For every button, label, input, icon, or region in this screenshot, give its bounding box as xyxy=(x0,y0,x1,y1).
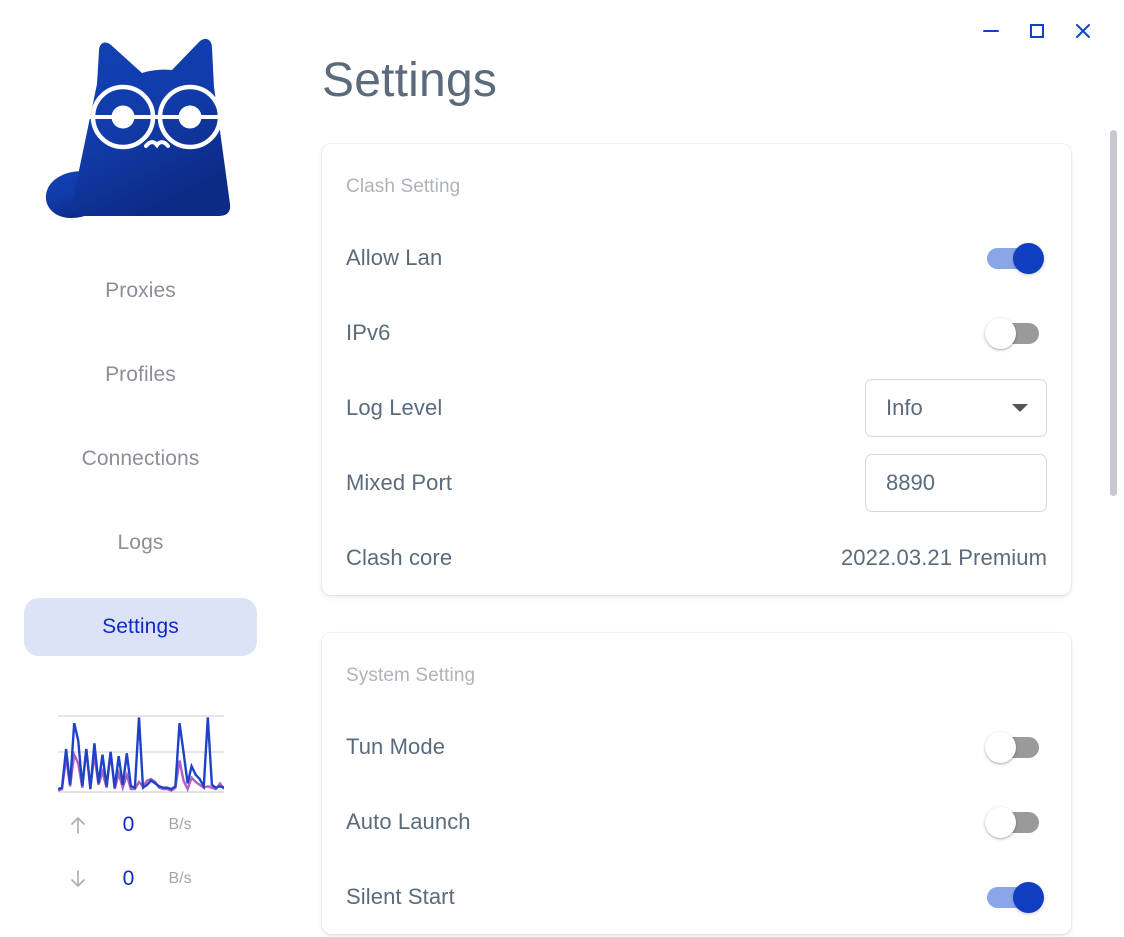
download-speed-unit: B/s xyxy=(168,870,192,887)
sidebar-item-label: Proxies xyxy=(105,279,176,302)
traffic-widget: 0 B/s 0 B/s xyxy=(57,702,225,906)
sidebar-item-profiles[interactable]: Profiles xyxy=(24,346,257,404)
settings-cards: Clash Setting Allow Lan IPv6 xyxy=(322,144,1071,935)
clash-core-version: 2022.03.21 Premium xyxy=(840,544,1047,570)
sidebar-item-proxies[interactable]: Proxies xyxy=(24,262,257,320)
sidebar-item-settings[interactable]: Settings xyxy=(24,598,257,656)
setting-row-silent-start: Silent Start xyxy=(346,859,1047,934)
log-level-selected-value: Info xyxy=(886,394,923,420)
upload-stat-row: 0 B/s xyxy=(57,798,225,852)
silent-start-toggle[interactable] xyxy=(985,878,1047,916)
sidebar-item-logs[interactable]: Logs xyxy=(24,514,257,572)
allow-lan-toggle[interactable] xyxy=(985,239,1047,277)
traffic-chart xyxy=(57,702,224,798)
setting-row-mixed-port: Mixed Port xyxy=(346,445,1047,520)
log-level-select[interactable]: Info xyxy=(865,378,1047,437)
minimize-icon[interactable] xyxy=(976,16,1006,46)
sidebar-item-label: Logs xyxy=(117,531,164,554)
tun-mode-toggle[interactable] xyxy=(985,728,1047,766)
setting-row-auto-launch: Auto Launch xyxy=(346,784,1047,859)
window-controls xyxy=(976,0,1124,46)
sidebar-item-connections[interactable]: Connections xyxy=(24,430,257,488)
setting-label: Tun Mode xyxy=(346,733,446,759)
sidebar-item-label: Connections xyxy=(81,447,200,470)
upload-speed-value: 0 xyxy=(122,813,135,836)
page-title: Settings xyxy=(322,54,498,107)
toggle-thumb xyxy=(985,806,1016,838)
main-content: Settings Clash Setting Allow Lan IPv6 xyxy=(281,0,1124,937)
sidebar-nav: Proxies Profiles Connections Logs Settin… xyxy=(0,262,281,656)
scrollbar[interactable] xyxy=(1110,0,1119,937)
close-icon[interactable] xyxy=(1068,16,1098,46)
setting-label: Mixed Port xyxy=(346,469,453,495)
setting-label: Silent Start xyxy=(346,883,455,909)
mixed-port-input[interactable] xyxy=(865,453,1047,512)
download-stat-row: 0 B/s xyxy=(57,852,225,906)
setting-label: Clash core xyxy=(346,544,453,570)
maximize-icon[interactable] xyxy=(1022,16,1052,46)
setting-row-ipv6: IPv6 xyxy=(346,295,1047,370)
toggle-thumb xyxy=(1013,881,1044,913)
sidebar-item-label: Settings xyxy=(102,615,179,638)
sidebar-item-label: Profiles xyxy=(105,363,176,386)
download-speed-value: 0 xyxy=(122,867,135,890)
title-bar xyxy=(0,0,1124,56)
toggle-thumb xyxy=(1013,242,1044,274)
toggle-thumb xyxy=(985,317,1016,349)
arrow-up-icon xyxy=(57,813,99,837)
upload-speed-unit: B/s xyxy=(168,816,192,833)
setting-label: Allow Lan xyxy=(346,244,443,270)
card-section-label: Clash Setting xyxy=(346,176,461,198)
setting-row-tun-mode: Tun Mode xyxy=(346,709,1047,784)
setting-label: Auto Launch xyxy=(346,808,471,834)
chevron-down-icon xyxy=(1012,403,1028,412)
setting-row-allow-lan: Allow Lan xyxy=(346,220,1047,295)
sidebar: Proxies Profiles Connections Logs Settin… xyxy=(0,0,281,937)
setting-label: Log Level xyxy=(346,394,443,420)
scrollbar-thumb[interactable] xyxy=(1110,130,1117,496)
card-section-label: System Setting xyxy=(346,665,476,687)
arrow-down-icon xyxy=(57,867,99,891)
setting-row-log-level: Log Level Info xyxy=(346,370,1047,445)
setting-row-clash-core: Clash core 2022.03.21 Premium xyxy=(346,520,1047,595)
setting-label: IPv6 xyxy=(346,319,391,345)
toggle-thumb xyxy=(985,731,1016,763)
clash-setting-card: Clash Setting Allow Lan IPv6 xyxy=(322,144,1071,596)
system-setting-card: System Setting Tun Mode Auto Launch xyxy=(322,633,1071,935)
clash-cat-logo-icon xyxy=(36,22,246,222)
ipv6-toggle[interactable] xyxy=(985,314,1047,352)
auto-launch-toggle[interactable] xyxy=(985,803,1047,841)
